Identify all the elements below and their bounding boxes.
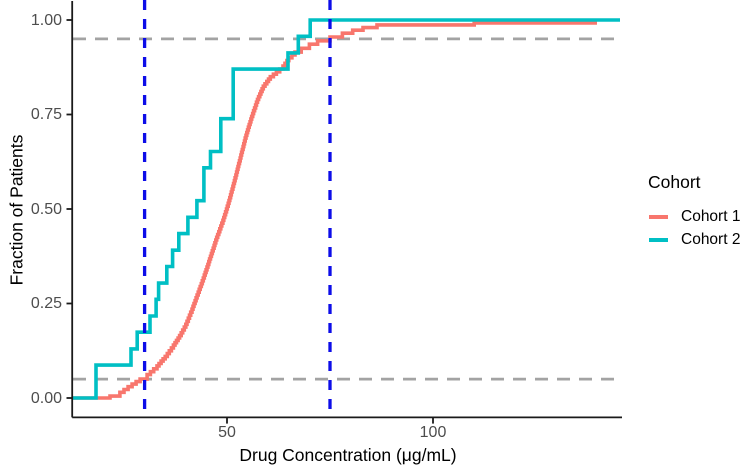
cohort-1-curve [72,21,597,400]
legend-entry-cohort-1: Cohort 1 [640,205,740,228]
legend: Cohort Cohort 1 Cohort 2 [640,172,740,251]
y-tick-label-0.75: 0.75 [30,106,62,123]
legend-title: Cohort [648,172,701,192]
x-tick-label-50: 50 [218,424,236,441]
legend-entries: Cohort 1 Cohort 2 [640,205,740,251]
legend-key-line-cohort-1 [649,214,668,219]
y-tick-label-0.00: 0.00 [30,389,62,407]
y-tick-label-1.00: 1.00 [30,11,62,29]
cohort-2-curve [72,18,620,400]
legend-label-cohort-2: Cohort 2 [681,230,741,248]
legend-key-line-cohort-2 [649,237,668,242]
legend-label-cohort-1: Cohort 1 [681,207,741,225]
x-tick-label-100: 100 [419,424,447,441]
legend-entry-cohort-2: Cohort 2 [640,228,740,251]
axis-lines [71,1,622,419]
y-tick-label-0.50: 0.50 [30,200,62,218]
x-axis-title: Drug Concentration (μg/mL) [239,445,457,465]
y-tick-label-0.25: 0.25 [30,295,62,312]
